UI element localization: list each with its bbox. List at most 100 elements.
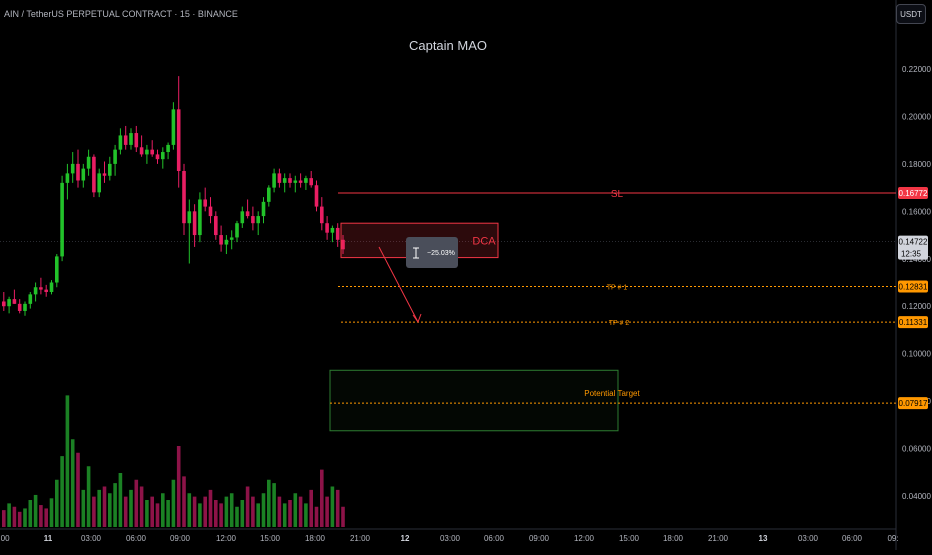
volume-bar <box>224 496 229 527</box>
price-tag-value: 0.14722 <box>899 238 928 247</box>
candle-body <box>240 211 245 224</box>
projection-arrow <box>378 246 419 323</box>
volume-bar <box>118 473 123 527</box>
candle-body <box>341 239 345 250</box>
candle-body <box>166 144 170 153</box>
volume-bar <box>256 503 260 527</box>
x-tick-label: 18:00 <box>305 534 326 543</box>
x-tick-label: 09:00 <box>170 534 191 543</box>
candle-body <box>251 216 255 224</box>
volume-bar <box>309 489 313 527</box>
x-tick-label: 06:00 <box>484 534 505 543</box>
candle-body <box>161 152 165 160</box>
x-tick-label: 09:00 <box>529 534 550 543</box>
x-tick-label: :00 <box>0 534 10 543</box>
candle-body <box>314 185 319 207</box>
sl-label: SL <box>611 189 624 200</box>
candle-body <box>288 178 292 183</box>
x-tick-label: 03:00 <box>81 534 102 543</box>
x-tick-label: 06:00 <box>842 534 863 543</box>
volume-bar <box>76 452 80 527</box>
candle-body <box>134 133 139 148</box>
volume-bar <box>166 500 170 527</box>
price-tag-tp2: 0.11331 <box>898 316 928 329</box>
x-tick-label: 03:00 <box>798 534 819 543</box>
volume-bar <box>219 503 223 527</box>
price-tag-value: 0.11331 <box>899 318 928 327</box>
volume-bar <box>325 496 329 527</box>
volume-bar <box>298 496 303 527</box>
price-tag-bg <box>898 316 928 329</box>
potential-target-zone <box>329 369 619 432</box>
candle-body <box>113 149 117 164</box>
candle-body <box>97 173 101 193</box>
volume-bar <box>314 506 319 527</box>
candle-body <box>261 201 266 217</box>
volume-bar <box>288 500 292 527</box>
candle-body <box>2 301 6 307</box>
y-tick-label: 0.04000 <box>902 492 931 501</box>
price-tag-sl: 0.16772 <box>898 187 928 200</box>
volume-bar <box>55 479 59 527</box>
candle-body <box>28 294 33 304</box>
volume-bar <box>145 500 149 527</box>
y-tick-label: 0.20000 <box>902 112 931 121</box>
currency-button[interactable]: USDT <box>896 4 926 24</box>
candle-body <box>81 168 86 181</box>
candle-body <box>182 171 186 224</box>
volume-bar <box>123 496 128 527</box>
candle-body <box>49 282 54 292</box>
candle-body <box>203 199 207 207</box>
volume-bar <box>330 486 335 527</box>
candle-body <box>219 235 223 245</box>
candle-body <box>55 256 59 283</box>
volume-bar <box>81 489 86 527</box>
symbol-title[interactable]: AIN / TetherUS PERPETUAL CONTRACT · 15 ·… <box>4 9 238 19</box>
x-tick-label: 21:00 <box>350 534 371 543</box>
potential-target-label: Potential Target <box>584 389 640 398</box>
volume-bar <box>44 508 48 527</box>
volume-bar <box>304 503 308 527</box>
price-tag-countdown: 12:35 <box>901 250 922 259</box>
volume-bar <box>320 469 324 527</box>
candle-body <box>224 239 229 245</box>
candle-body <box>145 149 149 155</box>
volume-bar <box>17 511 22 527</box>
y-tick-label: 0.06000 <box>902 445 931 454</box>
x-tick-label: 12 <box>401 534 410 543</box>
volume-bar <box>176 446 181 527</box>
candle-body <box>39 287 43 290</box>
chart-title: Captain MAO <box>408 38 488 53</box>
volume-bar <box>97 489 101 527</box>
price-tag-bg <box>898 235 928 260</box>
volume-bar <box>65 395 70 527</box>
measure-tooltip: −25.03% <box>406 237 458 268</box>
candle-body <box>335 227 340 240</box>
volume-bar <box>267 479 271 527</box>
volume-bar <box>129 489 133 527</box>
volume-bar <box>108 493 112 527</box>
y-tick-label: 0.10000 <box>902 350 931 359</box>
candle-body <box>129 133 133 145</box>
volume-bar <box>2 510 6 527</box>
tp1-label: TP # 1 <box>607 285 628 292</box>
candle-body <box>123 135 128 145</box>
volume-bar <box>240 500 245 527</box>
volume-bar <box>7 503 11 527</box>
volume-bar <box>139 486 144 527</box>
candle-body <box>208 206 213 217</box>
candle-body <box>108 163 112 176</box>
candle-body <box>192 211 197 236</box>
volume-bar <box>171 479 176 527</box>
ruler-icon <box>413 247 419 259</box>
y-tick-label: 0.18000 <box>902 160 931 169</box>
volume-bar <box>203 496 207 527</box>
price-tag-bg <box>898 280 928 293</box>
volume-bar <box>245 486 250 527</box>
candle-body <box>12 299 17 304</box>
tp2-label: TP # 2 <box>609 320 630 327</box>
candle-body <box>23 303 27 311</box>
candle-body <box>92 156 96 193</box>
